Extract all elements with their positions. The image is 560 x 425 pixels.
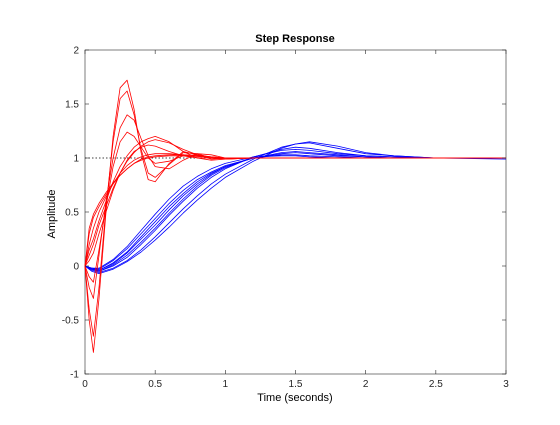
series-line-6 [84,141,507,275]
plot-area: 0 0.5 1 1.5 2 2.5 3 -1 -0.5 0 0.5 1 1.5 2 [62,46,509,391]
series-line-4 [84,142,506,273]
x-tick-label: 0.5 [148,379,162,390]
x-tick-label: 3 [503,379,509,390]
x-tick-label: 1.5 [289,379,303,390]
chart-title: Step Response [255,33,334,45]
series-line-5 [84,151,506,271]
x-tick-label: 2 [363,379,369,390]
y-tick-label: -0.5 [62,316,80,327]
series-line-18 [84,131,506,283]
x-tick-label: 2.5 [429,379,443,390]
x-tick-label: 1 [223,379,229,390]
series-line-8 [84,148,506,272]
y-tick-label: 2 [73,46,79,57]
y-tick-label: 0 [73,262,79,273]
y-tick-label: 1.5 [65,100,79,111]
y-tick-label: 1 [73,154,79,165]
y-tick-label: 0.5 [65,208,79,219]
y-tick-label: -1 [70,370,79,381]
x-axis-label: Time (seconds) [257,392,332,404]
axes-box [84,49,507,375]
y-axis-label: Amplitude [46,190,58,239]
x-tick-label: 0 [82,379,88,390]
